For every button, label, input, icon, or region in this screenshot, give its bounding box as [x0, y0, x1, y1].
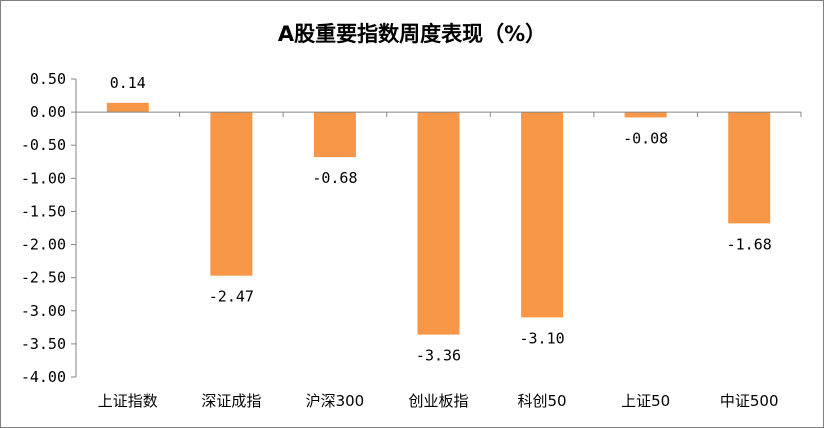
y-tick-label: -1.00: [21, 169, 66, 187]
data-labels-group: 0.14 -2.47 -0.68 -3.36 -3.10 -0.08 -1.68: [110, 74, 772, 365]
category-label-2: 深证成指: [201, 392, 261, 410]
bars-group: [106, 102, 771, 335]
bar-2: [210, 112, 253, 276]
y-tick-label: 0.00: [30, 103, 66, 121]
category-label-6: 上证50: [621, 392, 670, 410]
data-label-5: -3.10: [519, 329, 564, 347]
y-tick-label: -4.00: [21, 368, 66, 386]
y-tick-label: 0.50: [30, 70, 66, 88]
category-label-4: 创业板指: [408, 392, 468, 410]
data-label-7: -1.68: [727, 235, 772, 253]
bar-6: [624, 112, 667, 118]
category-label-1: 上证指数: [98, 392, 158, 410]
data-label-3: -0.68: [312, 169, 357, 187]
data-label-2: -2.47: [209, 288, 254, 306]
y-tick-label: -2.50: [21, 269, 66, 287]
y-tick-label: -1.50: [21, 202, 66, 220]
data-label-1: 0.14: [110, 74, 146, 92]
bar-4: [417, 112, 460, 335]
chart-title: A股重要指数周度表现（%）: [278, 22, 546, 46]
data-label-6: -0.08: [623, 129, 668, 147]
category-label-3: 沪深300: [306, 392, 365, 410]
y-tick-label: -3.50: [21, 335, 66, 353]
bar-1: [106, 102, 149, 113]
bar-3: [313, 112, 356, 158]
category-label-5: 科创50: [518, 392, 567, 410]
x-axis: [75, 111, 802, 118]
y-tick-label: -2.00: [21, 236, 66, 254]
data-label-4: -3.36: [416, 347, 461, 365]
bar-7: [728, 112, 771, 224]
bar-5: [521, 112, 564, 318]
y-tick-label: -0.50: [21, 136, 66, 154]
category-labels-group: 上证指数 深证成指 沪深300 创业板指 科创50 上证50 中证500: [98, 392, 779, 410]
y-axis: 0.50 0.00 -0.50 -1.00 -1.50 -2.00 -2.50 -3.00 -3…: [21, 70, 77, 386]
y-tick-label: -3.00: [21, 302, 66, 320]
category-label-7: 中证500: [720, 392, 779, 410]
